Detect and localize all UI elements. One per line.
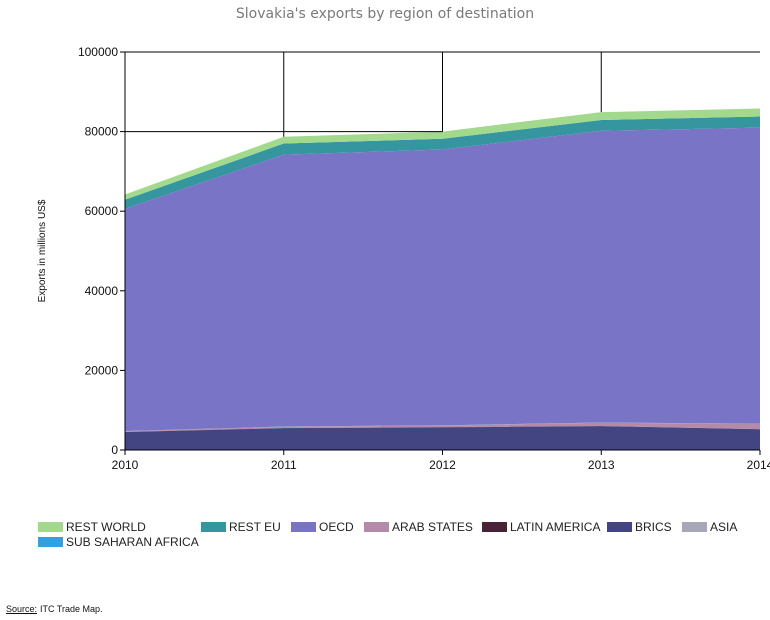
x-tick-label: 2013 [588,458,615,472]
legend-row: SUB SAHARAN AFRICA [38,534,770,549]
area-series-brics [125,426,760,450]
y-tick-label: 0 [111,443,118,457]
legend-item: ARAB STATES [364,519,482,534]
legend-swatch [607,521,632,532]
legend-swatch [38,536,63,547]
legend-item: SUB SAHARAN AFRICA [38,534,199,549]
legend: REST WORLD REST EU OECD ARAB STATES LATIN AM… [38,519,770,549]
legend-swatch [364,521,389,532]
legend-swatch [201,521,226,532]
x-tick-label: 2010 [112,458,139,472]
x-tick-label: 2012 [429,458,456,472]
legend-swatch [291,521,316,532]
chart-title: Slovakia's exports by region of destinat… [235,6,535,22]
legend-item: ASIA [682,519,742,534]
legend-item: OECD [291,519,364,534]
area-series-oecd [125,127,760,432]
legend-label: ASIA [710,519,738,534]
source-note: Source: ITC Trade Map. [6,604,103,614]
area-series-latin-america [125,425,760,433]
legend-item: REST EU [201,519,291,534]
area-series-rest-eu [125,116,760,209]
area-series-rest-world [125,108,760,200]
source-text: ITC Trade Map. [40,604,103,614]
legend-label: ARAB STATES [392,519,473,534]
y-tick-label: 40000 [85,284,119,298]
legend-swatch [38,521,63,532]
y-tick-label: 80000 [85,125,119,139]
legend-item: REST WORLD [38,519,201,534]
y-axis-title: Exports in millions US$ [37,199,48,302]
legend-label: REST EU [229,519,281,534]
legend-swatch [682,521,707,532]
x-tick-label: 2014 [747,458,770,472]
legend-label: LATIN AMERICA [510,519,601,534]
legend-label: BRICS [635,519,672,534]
x-tick-label: 2011 [271,458,297,472]
area-series-arab-states [125,422,760,432]
legend-label: SUB SAHARAN AFRICA [66,534,199,549]
legend-item: BRICS [607,519,682,534]
legend-item: LATIN AMERICA [482,519,607,534]
source-label: Source: [6,604,38,614]
legend-label: OECD [319,519,354,534]
legend-label: REST WORLD [66,519,146,534]
y-tick-label: 20000 [85,363,119,377]
y-tick-label: 100000 [78,45,118,59]
legend-row: REST WORLD REST EU OECD ARAB STATES LATIN AM… [38,519,770,534]
y-tick-label: 60000 [85,204,119,218]
legend-swatch [482,521,507,532]
